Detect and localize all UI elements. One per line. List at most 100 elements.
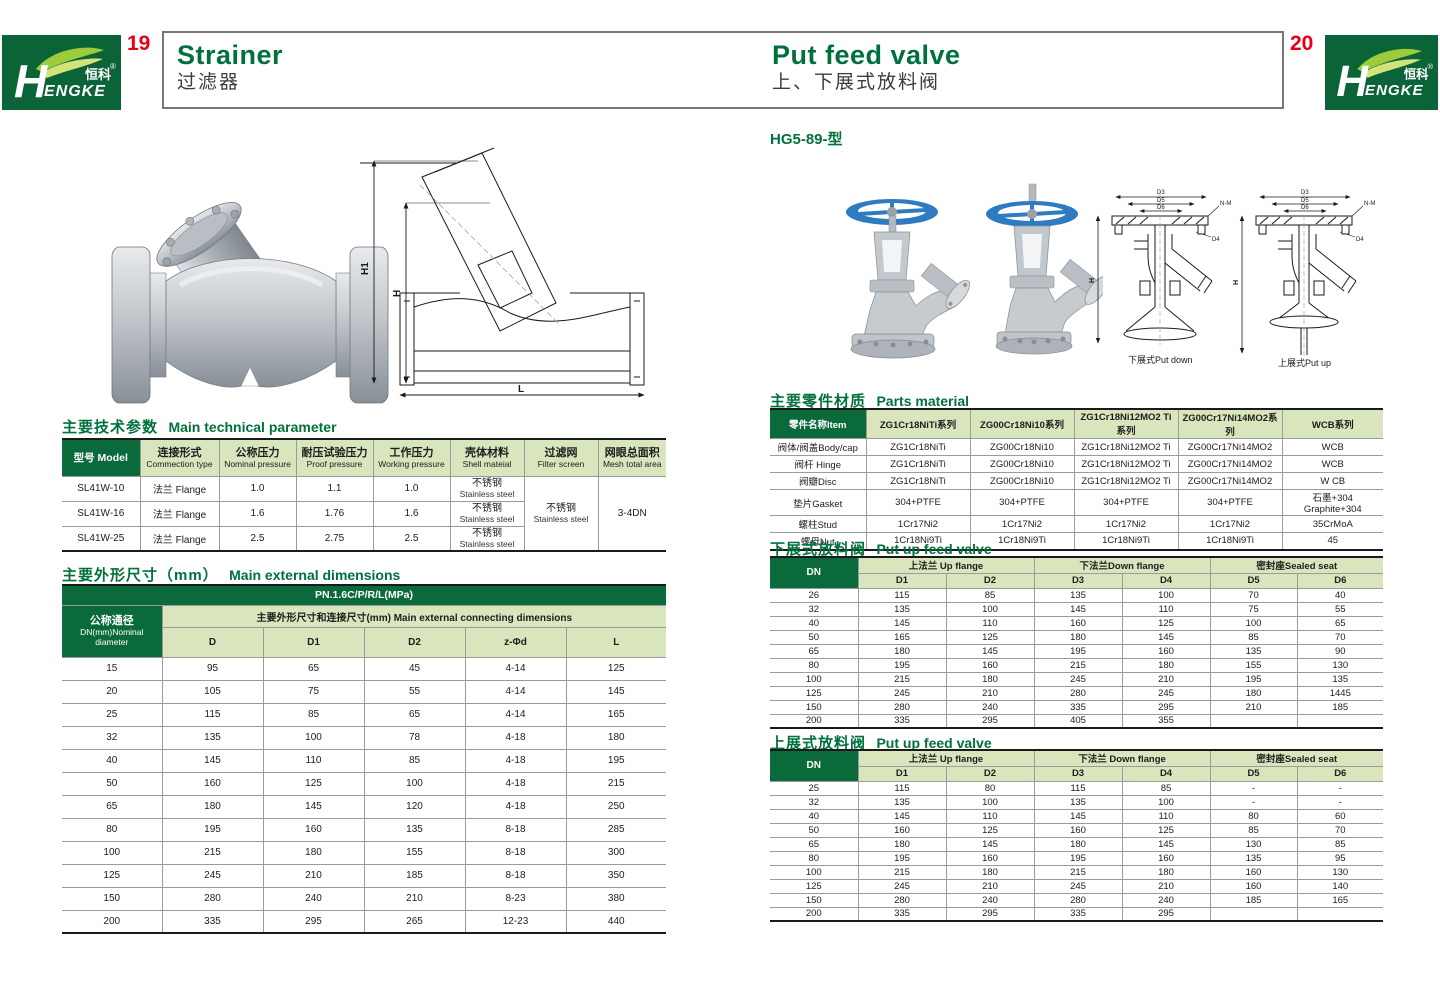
table-cell: 110 [1121, 808, 1211, 824]
table-cell: 200 [770, 906, 859, 922]
table-cell: 145 [1033, 808, 1123, 824]
table-cell: 195 [1033, 643, 1123, 659]
model-header: 型号 Model [62, 438, 141, 477]
svg-text:N-M: N-M [1220, 201, 1231, 207]
table-cell: 135 [161, 725, 264, 750]
table-cell: 32 [770, 794, 859, 810]
dn-header: DN [770, 556, 859, 589]
table-cell: 75 [1209, 601, 1298, 617]
strainer-body [165, 258, 337, 388]
table-cell: 245 [1033, 878, 1123, 894]
bonnet [1009, 275, 1055, 289]
table-row: 150 280 240 210 8-23 380 [62, 886, 667, 911]
up-feed-valve-table: DN 上法兰 Up flange 下法兰 Down flange 密封座Seal… [770, 749, 1384, 922]
table-cell: 180 [945, 864, 1035, 880]
table-cell: 1Cr17Ni2 [1073, 515, 1179, 533]
table-cell: 215 [857, 864, 947, 880]
table-cell: 100 [945, 601, 1035, 617]
table-cell: 25 [770, 780, 859, 796]
table-cell: 150 [62, 886, 163, 911]
table-cell: 145 [262, 794, 365, 819]
table-cell: 110 [1121, 601, 1211, 617]
bonnet [869, 279, 915, 293]
table-cell: 295 [262, 909, 365, 934]
table-cell: 115 [857, 587, 947, 603]
table-cell: 8-18 [464, 817, 567, 842]
table-row: 200 335 295 335 295 [770, 906, 1384, 922]
pn-header: PN.1.6C/P/R/L(MPa) [62, 584, 667, 606]
strainer-photo [100, 185, 400, 405]
table-cell: 80 [1209, 808, 1298, 824]
table-row: 50 165 125 180 145 85 70 [770, 629, 1384, 645]
tech-table-title: 主要技术参数 Main technical parameter [62, 419, 337, 436]
table-cell: 4-18 [464, 725, 567, 750]
table-row: 15 95 65 45 4-14 125 [62, 656, 667, 681]
table-cell: 85 [1296, 836, 1384, 852]
table-cell: 215 [1033, 657, 1123, 673]
table-cell: 160 [857, 822, 947, 838]
table-cell: 280 [857, 699, 947, 715]
strainer-drawing: H1 H L [360, 145, 670, 403]
table-row: 150 280 240 280 240 185 165 [770, 892, 1384, 908]
svg-text:ENGKE: ENGKE [1365, 82, 1424, 99]
table-cell: 240 [1121, 892, 1211, 908]
table-cell: 32 [62, 725, 163, 750]
right-title-en: Put feed valve [772, 40, 961, 70]
table-row: 200 335 295 265 12-23 440 [62, 909, 667, 934]
table-cell: 45 [363, 656, 466, 681]
table-cell: 70 [1209, 587, 1298, 603]
table-cell: 石墨+304 Graphite+304 [1281, 489, 1383, 516]
svg-text:D5: D5 [1301, 198, 1309, 204]
table-cell: ZG00Cr17Ni14MO2 [1177, 455, 1283, 473]
table-cell: 65 [363, 702, 466, 727]
table-cell: 85 [1209, 822, 1298, 838]
table-cell: 85 [1121, 780, 1211, 796]
table-cell: 50 [62, 771, 163, 796]
table-cell: 135 [1209, 643, 1298, 659]
valve-photo-up [963, 180, 1103, 366]
table-cell: WCB [1281, 438, 1383, 456]
table-cell: 200 [770, 713, 859, 729]
table-row: 32 135 100 135 100- - [770, 794, 1384, 810]
table-cell: 195 [1033, 850, 1123, 866]
table-cell: 165 [565, 702, 667, 727]
table-cell: - [1209, 794, 1298, 810]
table-cell: 180 [1033, 629, 1123, 645]
table-cell: 180 [1033, 836, 1123, 852]
table-cell: 280 [1033, 892, 1123, 908]
svg-text:H: H [1089, 278, 1096, 283]
table-cell: 195 [857, 850, 947, 866]
table-cell: 135 [1033, 587, 1123, 603]
table-cell: 145 [1121, 629, 1211, 645]
table-cell: 295 [945, 713, 1035, 729]
table-cell: 245 [1033, 671, 1123, 687]
table-cell: 45 [1281, 532, 1383, 550]
table-cell: 100 [262, 725, 365, 750]
table-cell: 180 [161, 794, 264, 819]
table-row: 125 245 210 280 245 180 1445 [770, 685, 1384, 701]
dimension-lines: D3 D5 D6 N-M D4 H [1089, 190, 1231, 344]
table-cell: 115 [857, 780, 947, 796]
table-cell: 165 [857, 629, 947, 645]
valve-body [1004, 283, 1094, 335]
table-cell: 245 [1121, 685, 1211, 701]
table-cell: 180 [857, 836, 947, 852]
table-cell: 125 [945, 822, 1035, 838]
table-cell: 215 [565, 771, 667, 796]
table-cell: 80 [770, 850, 859, 866]
leaf-icon [1357, 48, 1422, 73]
table-cell: 4-14 [464, 656, 567, 681]
svg-text:D3: D3 [1157, 190, 1165, 196]
table-cell: 60 [1296, 808, 1384, 824]
table-row: 125 245 210 245 210 160 140 [770, 878, 1384, 894]
valve-body [863, 289, 957, 337]
group-header-row: 公称通径 DN(mm)Nominal diameter 主要外形尺寸和连接尺寸(… [62, 604, 667, 658]
table-cell: 80 [770, 657, 859, 673]
table-cell: 125 [62, 863, 163, 888]
table-cell: 160 [1209, 878, 1298, 894]
table-row: 65 180 145 120 4-18 250 [62, 794, 667, 819]
table-cell: 180 [1121, 864, 1211, 880]
main-technical-parameter-table: 型号 Model 连接形式 Commection type 公称压力 Nominal… [62, 438, 666, 552]
table-cell: 250 [565, 794, 667, 819]
table-cell: 75 [262, 679, 365, 704]
